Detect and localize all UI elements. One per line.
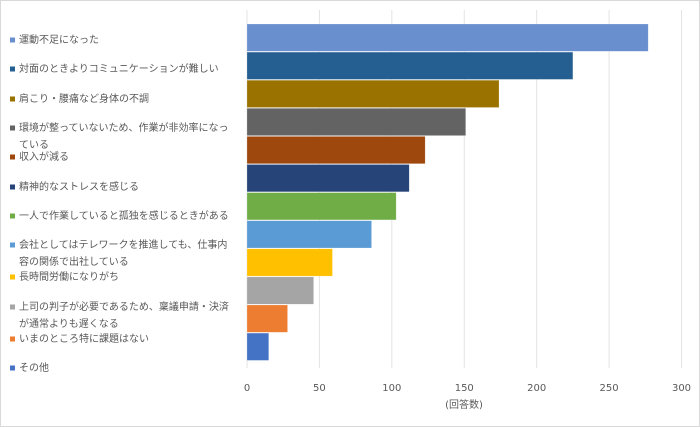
legend-marker — [10, 304, 15, 310]
legend-marker — [10, 213, 15, 219]
category-label: いまのところ特に課題はない — [19, 332, 149, 345]
category-label: 肩こり・腰痛など身体の不調 — [19, 92, 149, 105]
category-label: 一人で作業していると孤独を感じるときがある — [19, 209, 229, 222]
x-tick-label: 150 — [455, 383, 474, 394]
x-tick-label: 50 — [313, 383, 326, 394]
x-axis-ticks: 0 50 100 150 200 250 300 — [244, 383, 691, 394]
category-label: ている — [19, 139, 49, 151]
bar — [246, 192, 397, 221]
legend-marker — [10, 66, 15, 72]
category-label: 運動不足になった — [19, 33, 99, 46]
bars — [246, 23, 649, 361]
bar — [246, 108, 466, 136]
bar — [246, 23, 649, 52]
category-label: が通常よりも遅くなる — [19, 317, 119, 330]
legend-marker — [10, 365, 15, 371]
category-label: 会社としてはテレワークを推進しても、仕事内 — [19, 238, 227, 251]
legend-marker — [10, 96, 15, 102]
category-labels: 運動不足になった対面のときよりコミュニケーションが難しい肩こり・腰痛など身体の不… — [10, 33, 229, 374]
x-tick-label: 0 — [244, 383, 250, 394]
bar — [246, 79, 500, 108]
legend-marker — [10, 154, 15, 160]
category-label: その他 — [19, 361, 49, 374]
legend-marker — [10, 125, 15, 131]
bar — [246, 276, 314, 305]
legend-marker — [10, 336, 15, 342]
bar — [246, 332, 269, 361]
category-label: 精神的なストレスを感じる — [19, 180, 139, 193]
bar — [246, 51, 574, 80]
bar — [246, 220, 372, 249]
legend-marker — [10, 274, 15, 280]
x-tick-label: 250 — [600, 383, 619, 394]
category-label: 環境が整っていないため、作業が非効率になっ — [19, 121, 229, 134]
bar — [246, 304, 288, 333]
x-axis-label: (回答数) — [445, 398, 483, 411]
category-label: 対面のときよりコミュニケーションが難しい — [19, 62, 219, 75]
bar — [246, 248, 333, 277]
bar — [246, 164, 410, 193]
x-tick-label: 200 — [527, 383, 546, 394]
category-label: 長時間労働になりがち — [19, 270, 119, 283]
category-label: 容の関係で出社している — [19, 255, 129, 268]
bar — [246, 136, 426, 164]
legend-marker — [10, 242, 15, 248]
category-label: 上司の判子が必要であるため、稟議申請・決済 — [19, 300, 229, 313]
legend-marker — [10, 37, 15, 43]
category-label: 収入が減る — [19, 150, 69, 163]
x-tick-label: 300 — [672, 383, 691, 394]
x-tick-label: 100 — [382, 383, 401, 394]
legend-marker — [10, 184, 15, 190]
